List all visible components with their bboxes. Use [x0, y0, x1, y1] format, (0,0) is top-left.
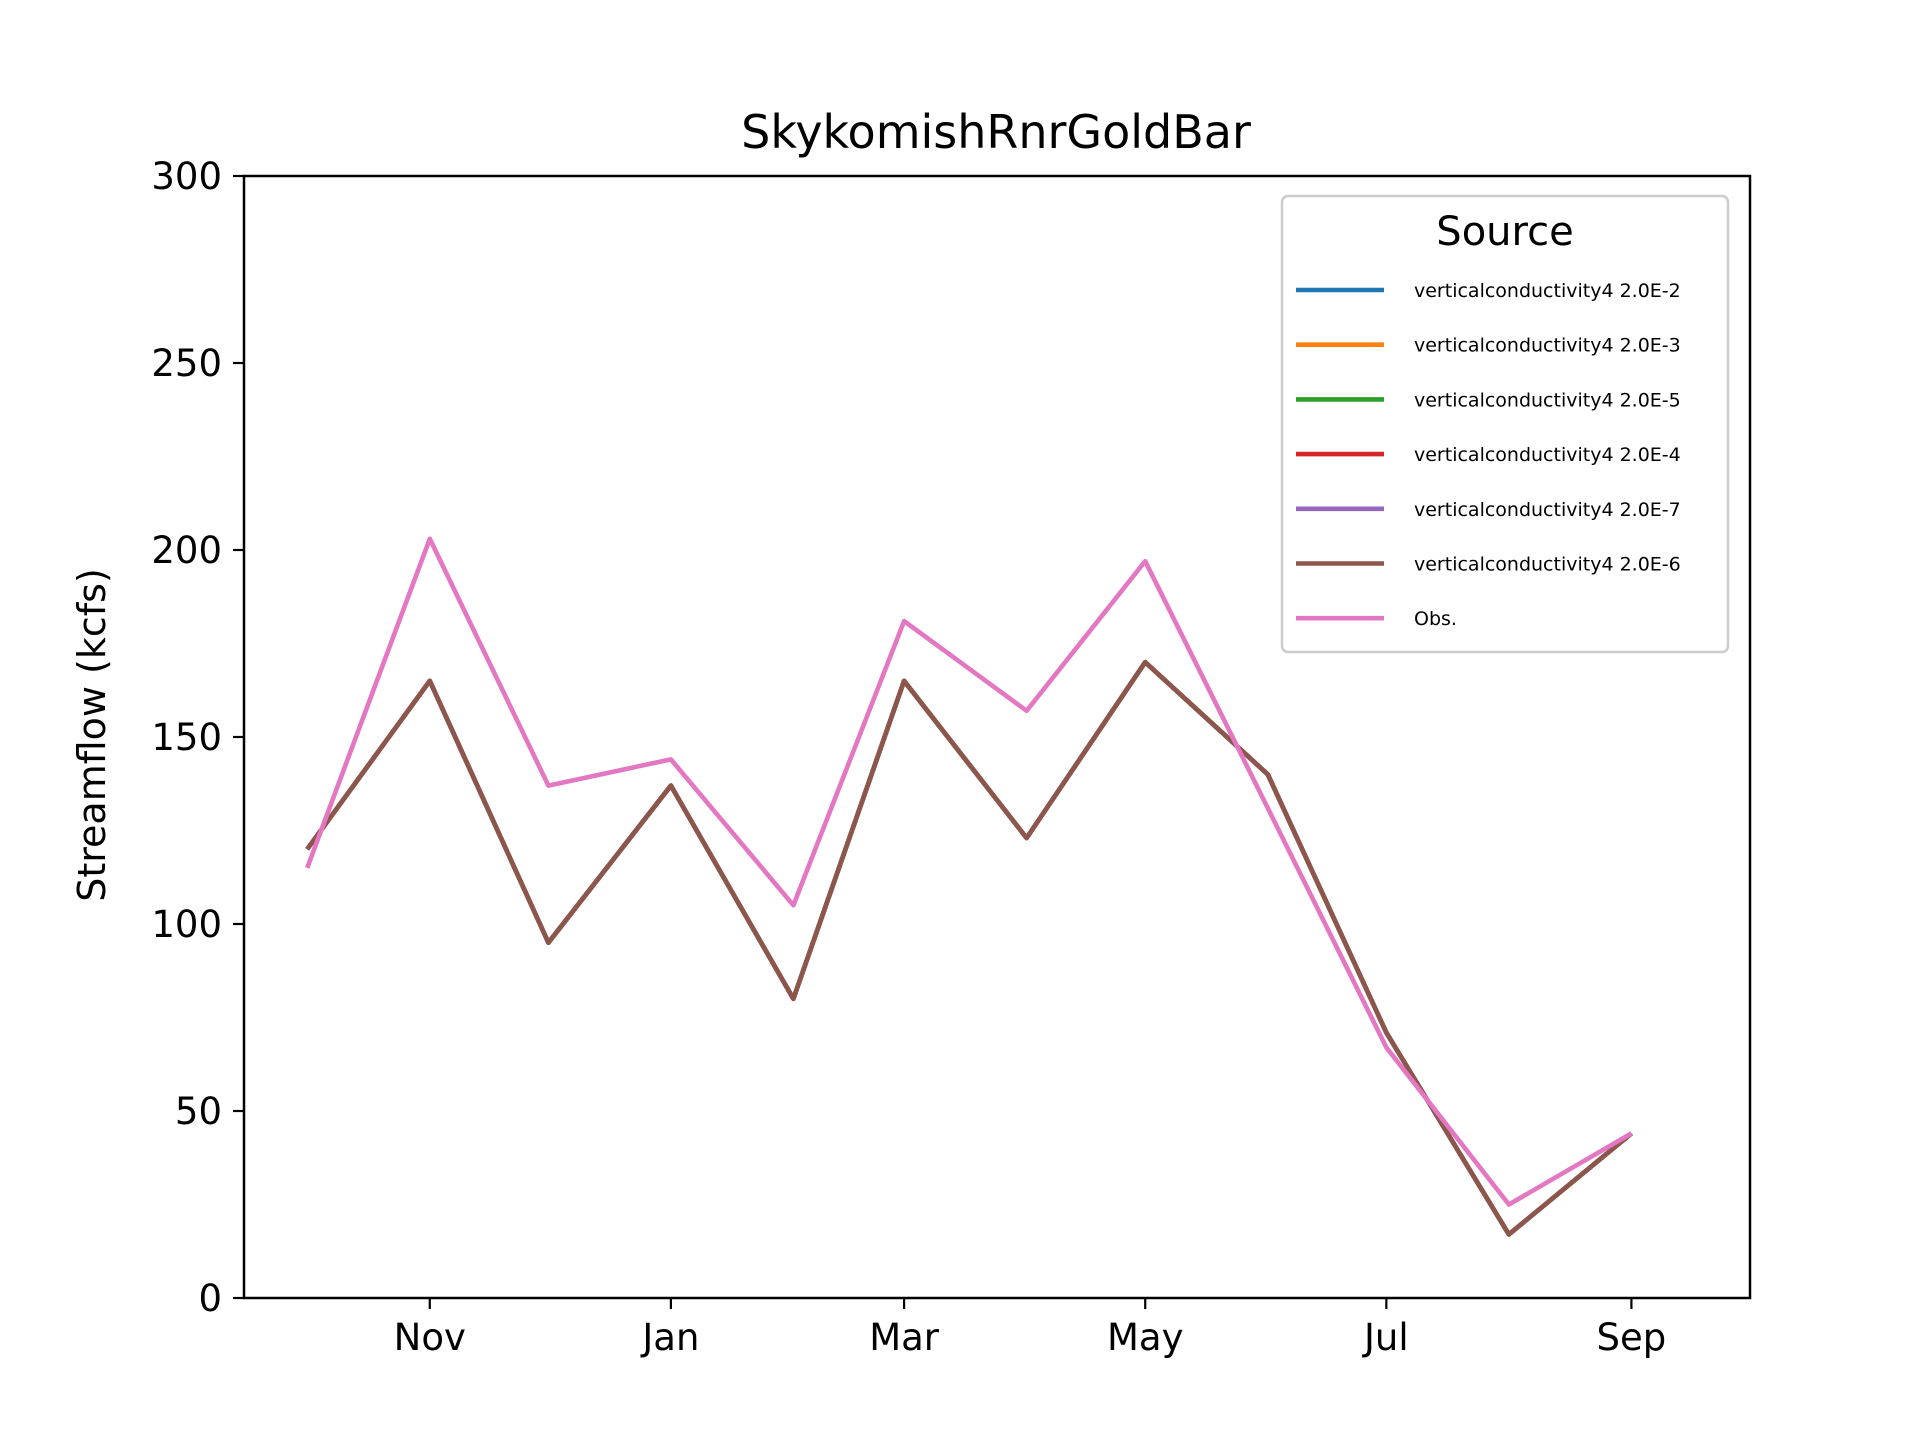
- series-line: [305, 659, 1633, 1237]
- legend-label: verticalconductivity4 2.0E-2: [1414, 280, 1681, 302]
- x-tick-label: Mar: [869, 1316, 940, 1359]
- legend-label: verticalconductivity4 2.0E-5: [1414, 389, 1681, 411]
- series-line: [305, 659, 1633, 1237]
- legend: Source verticalconductivity4 2.0E-2verti…: [1280, 194, 1730, 654]
- series-line: [305, 659, 1633, 1237]
- y-tick-label: 50: [175, 1090, 222, 1133]
- legend-box: [1280, 194, 1730, 654]
- y-tick-label: 300: [151, 155, 222, 198]
- series-lines: [305, 536, 1633, 1237]
- x-tick-label: May: [1107, 1316, 1184, 1359]
- y-tick-label: 100: [151, 903, 222, 946]
- y-tick-label: 150: [151, 716, 222, 759]
- legend-title: Source: [1436, 209, 1573, 255]
- y-tick-label: 200: [151, 529, 222, 572]
- legend-label: verticalconductivity4 2.0E-6: [1414, 554, 1681, 576]
- x-tick-label: Jul: [1362, 1316, 1409, 1359]
- series-line: [305, 659, 1633, 1237]
- y-tick-label: 250: [151, 342, 222, 385]
- y-axis-label: Streamflow (kcfs): [70, 568, 114, 902]
- legend-label: Obs.: [1414, 608, 1457, 630]
- x-tick-label: Jan: [640, 1316, 699, 1359]
- x-tick-label: Sep: [1597, 1316, 1667, 1359]
- series-line: [305, 659, 1633, 1237]
- x-tick-label: Nov: [394, 1316, 466, 1359]
- legend-label: verticalconductivity4 2.0E-4: [1414, 444, 1681, 466]
- series-line: [305, 536, 1633, 1207]
- series-line: [305, 659, 1633, 1237]
- legend-label: verticalconductivity4 2.0E-3: [1414, 335, 1681, 357]
- legend-items: verticalconductivity4 2.0E-2 verticalcond…: [1296, 280, 1681, 630]
- chart-title: SkykomishRnrGoldBar: [741, 105, 1251, 159]
- axis-ticks: 0 50 100 150 200 250 300 Nov Jan Mar May Jul Sep: [151, 155, 1666, 1359]
- plot-frame: [242, 174, 1752, 1300]
- y-tick-label: 0: [198, 1277, 222, 1320]
- legend-label: verticalconductivity4 2.0E-7: [1414, 499, 1681, 521]
